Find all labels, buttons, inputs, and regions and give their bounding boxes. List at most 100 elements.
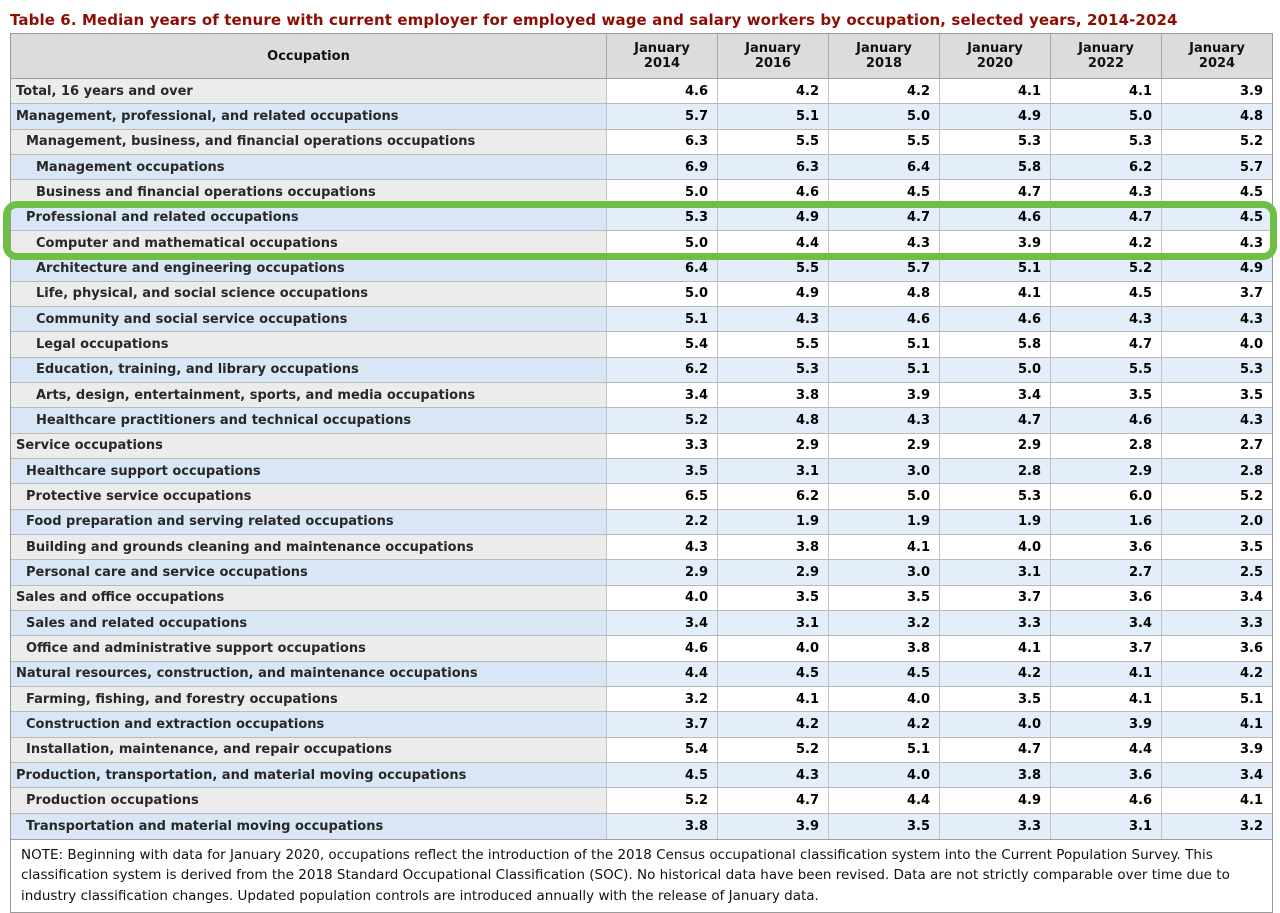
- value-cell: 3.9: [717, 813, 828, 839]
- value-cell: 3.3: [1161, 610, 1272, 636]
- table-row: Computer and mathematical occupations 5.0…: [11, 230, 1272, 257]
- value-cell: 5.7: [1161, 154, 1272, 180]
- value-cell: 4.7: [939, 737, 1050, 762]
- value-cell: 4.3: [717, 762, 828, 788]
- occupation-cell: Business and financial operations occupa…: [11, 180, 606, 205]
- table-row: Office and administrative support occupa…: [11, 636, 1272, 662]
- value-cell: 3.9: [828, 382, 939, 408]
- value-cell: 4.6: [939, 306, 1050, 332]
- value-cell: 4.5: [606, 762, 717, 788]
- value-cell: 4.9: [717, 281, 828, 306]
- table-row: Food preparation and serving related occ…: [11, 509, 1272, 535]
- value-cell: 3.5: [939, 686, 1050, 712]
- column-header-january-2016: January 2016: [717, 34, 828, 78]
- occupation-cell: Food preparation and serving related occ…: [11, 509, 606, 534]
- value-cell: 5.1: [828, 357, 939, 382]
- value-cell: 4.7: [939, 408, 1050, 433]
- occupation-cell: Computer and mathematical occupations: [11, 230, 606, 256]
- value-cell: 2.8: [939, 458, 1050, 484]
- value-cell: 3.3: [939, 610, 1050, 636]
- value-cell: 4.5: [1161, 205, 1272, 230]
- occupation-cell: Transportation and material moving occup…: [11, 813, 606, 839]
- value-cell: 1.9: [717, 509, 828, 534]
- value-cell: 3.8: [939, 762, 1050, 788]
- value-cell: 4.0: [828, 686, 939, 712]
- table-row: Personal care and service occupations 2.9…: [11, 560, 1272, 586]
- value-cell: 1.6: [1050, 509, 1161, 534]
- value-cell: 4.4: [606, 661, 717, 686]
- occupation-cell: Sales and office occupations: [11, 585, 606, 610]
- value-cell: 5.5: [828, 129, 939, 154]
- occupation-cell: Service occupations: [11, 433, 606, 458]
- value-cell: 3.8: [717, 534, 828, 560]
- value-cell: 4.6: [606, 79, 717, 104]
- column-header-occupation: Occupation: [267, 48, 350, 64]
- table-row: Production occupations 5.2 4.7 4.4 4.9 4.6 4.1: [11, 788, 1272, 814]
- value-cell: 4.0: [606, 585, 717, 610]
- value-cell: 5.0: [606, 230, 717, 256]
- value-cell: 4.8: [828, 281, 939, 306]
- value-cell: 5.0: [606, 281, 717, 306]
- value-cell: 5.0: [828, 104, 939, 129]
- value-cell: 4.1: [1050, 686, 1161, 712]
- value-cell: 3.0: [828, 458, 939, 484]
- tenure-table: Occupation January 2014 January 2016 January…: [10, 33, 1273, 913]
- value-cell: 2.9: [606, 560, 717, 585]
- value-cell: 5.3: [1161, 357, 1272, 382]
- value-cell: 5.3: [939, 129, 1050, 154]
- value-cell: 3.6: [1050, 534, 1161, 560]
- value-cell: 6.3: [606, 129, 717, 154]
- value-cell: 3.5: [717, 585, 828, 610]
- table-row: Education, training, and library occupat…: [11, 357, 1272, 383]
- value-cell: 2.2: [606, 509, 717, 534]
- value-cell: 4.3: [828, 408, 939, 433]
- value-cell: 5.2: [1161, 484, 1272, 509]
- value-cell: 3.4: [939, 382, 1050, 408]
- value-cell: 5.8: [939, 154, 1050, 180]
- value-cell: 3.1: [717, 610, 828, 636]
- value-cell: 5.2: [717, 737, 828, 762]
- column-header-january-2022: January 2022: [1050, 34, 1161, 78]
- value-cell: 5.0: [828, 484, 939, 509]
- value-cell: 4.0: [717, 636, 828, 661]
- table-row: Sales and office occupations 4.0 3.5 3.5 3.7…: [11, 585, 1272, 611]
- value-cell: 3.6: [1161, 636, 1272, 661]
- value-cell: 4.1: [828, 534, 939, 560]
- value-cell: 5.3: [606, 205, 717, 230]
- value-cell: 2.8: [1050, 433, 1161, 458]
- table-row: Life, physical, and social science occup…: [11, 281, 1272, 307]
- value-cell: 3.9: [939, 230, 1050, 256]
- value-cell: 3.1: [1050, 813, 1161, 839]
- value-cell: 3.5: [828, 813, 939, 839]
- table-row: Service occupations 3.3 2.9 2.9 2.9 2.8 2.7: [11, 433, 1272, 459]
- value-cell: 4.3: [1161, 306, 1272, 332]
- value-cell: 3.9: [1050, 712, 1161, 737]
- table-row: Sales and related occupations 3.4 3.1 3.2 3.…: [11, 610, 1272, 637]
- value-cell: 6.4: [606, 256, 717, 281]
- value-cell: 1.9: [939, 509, 1050, 534]
- table-row: Professional and related occupations 5.3 4…: [11, 205, 1272, 231]
- occupation-cell: Production, transportation, and material…: [11, 762, 606, 788]
- value-cell: 4.2: [717, 712, 828, 737]
- value-cell: 4.3: [828, 230, 939, 256]
- value-cell: 4.6: [1050, 408, 1161, 433]
- value-cell: 3.6: [1050, 762, 1161, 788]
- value-cell: 4.9: [717, 205, 828, 230]
- value-cell: 6.3: [717, 154, 828, 180]
- table-header-row: Occupation January 2014 January 2016 January…: [11, 34, 1272, 79]
- occupation-cell: Management occupations: [11, 154, 606, 180]
- value-cell: 6.9: [606, 154, 717, 180]
- value-cell: 6.2: [606, 357, 717, 382]
- value-cell: 4.3: [1050, 180, 1161, 205]
- value-cell: 2.9: [939, 433, 1050, 458]
- value-cell: 4.3: [1050, 306, 1161, 332]
- value-cell: 4.7: [828, 205, 939, 230]
- value-cell: 4.2: [717, 79, 828, 104]
- value-cell: 3.4: [606, 610, 717, 636]
- value-cell: 3.9: [1161, 737, 1272, 762]
- occupation-cell: Management, business, and financial oper…: [11, 129, 606, 154]
- value-cell: 3.4: [606, 382, 717, 408]
- occupation-cell: Office and administrative support occupa…: [11, 636, 606, 661]
- value-cell: 4.2: [1161, 661, 1272, 686]
- value-cell: 4.2: [828, 712, 939, 737]
